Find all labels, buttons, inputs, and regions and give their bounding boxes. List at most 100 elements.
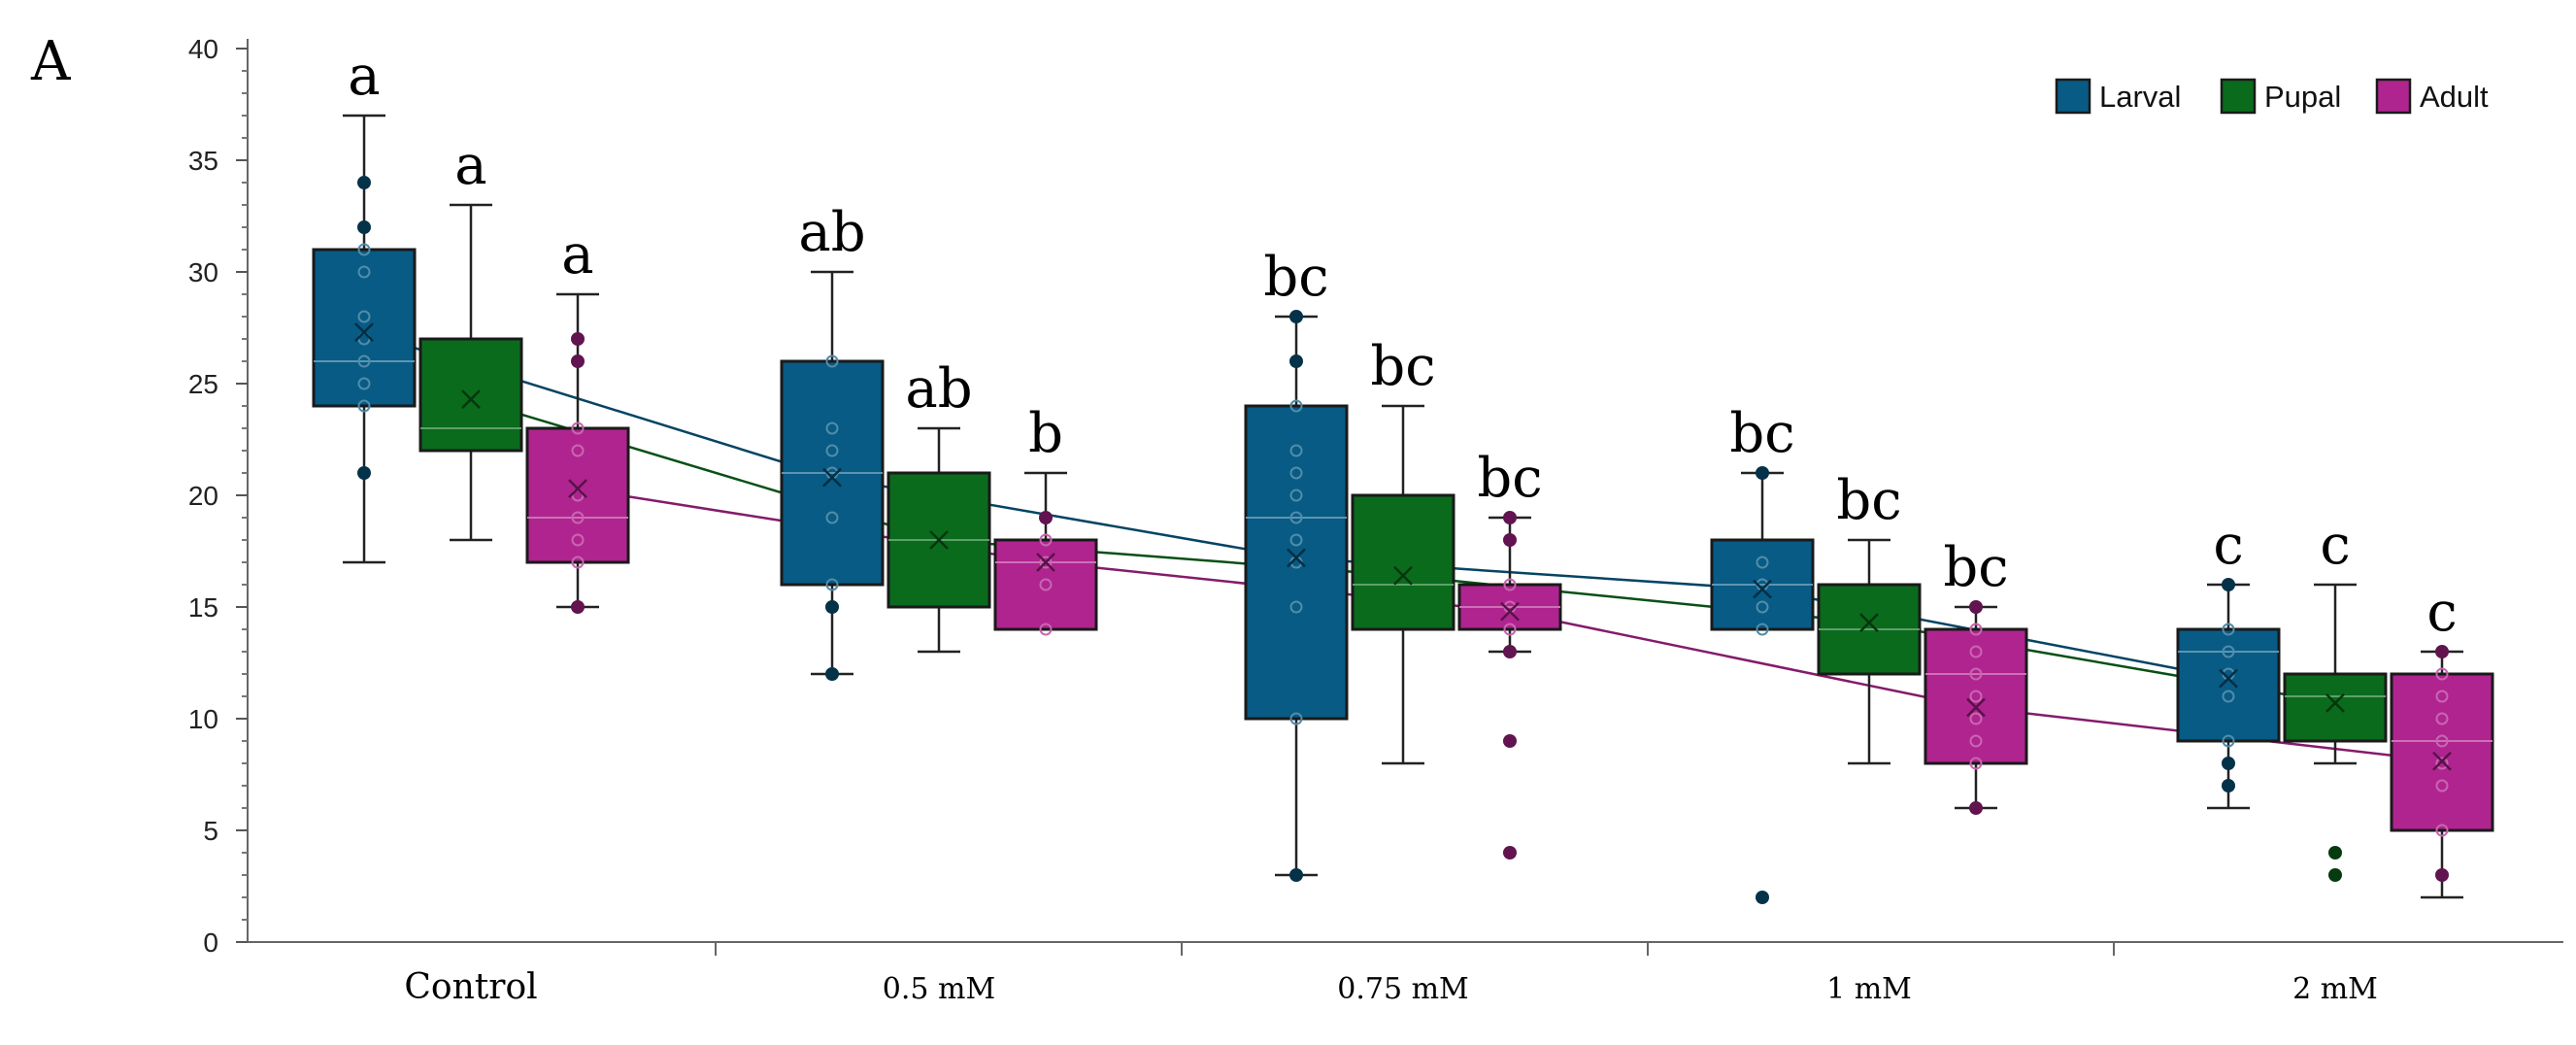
data-point bbox=[357, 466, 371, 480]
box-larval-1 bbox=[780, 270, 885, 681]
data-point bbox=[1756, 600, 1769, 614]
significance-letter: bc bbox=[1370, 335, 1435, 398]
data-point bbox=[2435, 712, 2449, 725]
box-adult-3 bbox=[1924, 600, 2028, 815]
legend: Larval Pupal Adult bbox=[2055, 78, 2489, 115]
significance-letter: bc bbox=[1263, 246, 1328, 309]
data-point bbox=[571, 600, 585, 614]
data-point bbox=[825, 600, 839, 614]
mean-marker bbox=[568, 479, 587, 498]
data-point bbox=[1969, 623, 1983, 636]
data-point bbox=[2222, 779, 2235, 792]
significance-letter: b bbox=[1028, 402, 1063, 465]
data-point bbox=[1969, 690, 1983, 703]
y-tick-label: 5 bbox=[203, 816, 218, 846]
significance-letter: bc bbox=[1477, 447, 1542, 510]
mean-marker bbox=[2325, 693, 2345, 713]
data-point bbox=[571, 421, 585, 435]
legend-swatch-pupal bbox=[2220, 78, 2257, 115]
data-point bbox=[2435, 734, 2449, 748]
data-point bbox=[1756, 623, 1769, 636]
data-point bbox=[2435, 824, 2449, 837]
data-point bbox=[1039, 578, 1053, 591]
data-point bbox=[357, 354, 371, 368]
data-point bbox=[1289, 310, 1303, 323]
box-adult-4 bbox=[2390, 645, 2494, 899]
box-iqr bbox=[1351, 493, 1455, 631]
data-point bbox=[2222, 734, 2235, 748]
box-iqr bbox=[312, 248, 417, 408]
mean-marker bbox=[1966, 697, 1986, 718]
data-point bbox=[357, 399, 371, 413]
data-point bbox=[1503, 623, 1517, 636]
y-tick-label: 40 bbox=[188, 34, 218, 64]
mean-marker bbox=[1287, 548, 1306, 568]
data-point bbox=[1039, 556, 1053, 569]
box-iqr bbox=[993, 538, 1098, 631]
significance-letter: a bbox=[348, 45, 380, 108]
data-point bbox=[825, 444, 839, 457]
x-category-label: 1 mM bbox=[1826, 972, 1912, 1006]
data-point bbox=[1289, 489, 1303, 502]
data-point bbox=[357, 176, 371, 189]
data-point bbox=[1289, 533, 1303, 547]
significance-letter: ab bbox=[798, 201, 865, 264]
x-category-label: 0.5 mM bbox=[883, 972, 995, 1006]
data-point bbox=[2222, 578, 2235, 591]
legend-label-pupal: Pupal bbox=[2264, 80, 2341, 114]
data-point bbox=[357, 377, 371, 390]
data-point bbox=[825, 511, 839, 524]
data-point bbox=[1289, 868, 1303, 882]
data-point bbox=[1969, 712, 1983, 725]
box-adult-1 bbox=[993, 471, 1098, 636]
y-tick-label: 0 bbox=[203, 927, 218, 958]
y-tick-label: 20 bbox=[188, 481, 218, 511]
mean-marker bbox=[1753, 579, 1772, 599]
data-point bbox=[1039, 623, 1053, 636]
data-point bbox=[1039, 511, 1053, 524]
box-adult-2 bbox=[1457, 511, 1562, 860]
significance-letter: a bbox=[454, 134, 486, 197]
data-point bbox=[1503, 578, 1517, 591]
data-point bbox=[1756, 466, 1769, 480]
data-point bbox=[357, 243, 371, 256]
data-point bbox=[825, 354, 839, 368]
series-adult bbox=[525, 292, 2494, 899]
significance-letter: bc bbox=[1729, 402, 1794, 465]
data-point bbox=[1289, 600, 1303, 614]
mean-marker bbox=[822, 467, 842, 488]
significance-letter: bc bbox=[1943, 536, 2008, 599]
data-point bbox=[1289, 444, 1303, 457]
data-point bbox=[1503, 533, 1517, 547]
data-point bbox=[1756, 556, 1769, 569]
data-point bbox=[357, 310, 371, 323]
data-point bbox=[571, 444, 585, 457]
panel-label: A bbox=[30, 30, 71, 93]
significance-letter: bc bbox=[1836, 469, 1901, 532]
y-tick-label: 10 bbox=[188, 704, 218, 734]
series-larval bbox=[312, 114, 2281, 904]
mean-marker bbox=[2219, 668, 2238, 689]
mean-marker bbox=[1036, 553, 1055, 572]
series-pupal bbox=[418, 203, 2388, 882]
mean-marker bbox=[461, 389, 481, 409]
data-point bbox=[1969, 600, 1983, 614]
significance-letter: c bbox=[2426, 581, 2457, 644]
data-point bbox=[1969, 734, 1983, 748]
mean-marker bbox=[354, 322, 374, 342]
data-point bbox=[2435, 757, 2449, 770]
data-point bbox=[1289, 466, 1303, 480]
outlier-point bbox=[1503, 734, 1517, 748]
box-iqr bbox=[2176, 627, 2281, 743]
box-larval-0 bbox=[312, 114, 417, 564]
data-point bbox=[2435, 667, 2449, 681]
box-series bbox=[312, 114, 2494, 904]
box-pupal-1 bbox=[887, 426, 991, 654]
legend-swatch-larval bbox=[2055, 78, 2091, 115]
data-point bbox=[825, 667, 839, 681]
data-point bbox=[571, 332, 585, 346]
legend-swatch-adult bbox=[2375, 78, 2412, 115]
outlier-point bbox=[2328, 846, 2342, 860]
data-point bbox=[2435, 690, 2449, 703]
